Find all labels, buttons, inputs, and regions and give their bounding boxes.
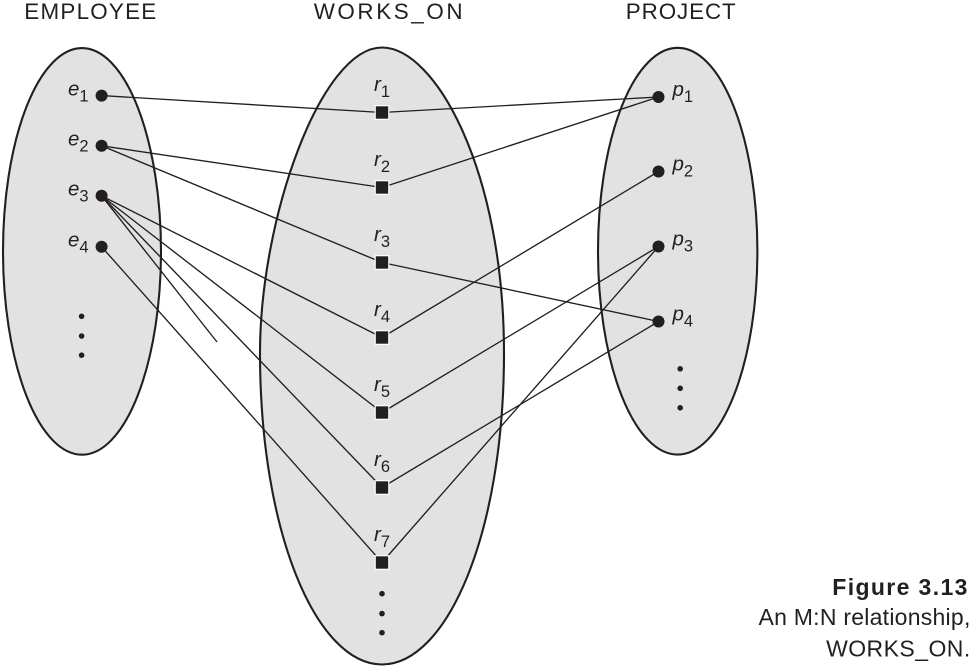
svg-text:WORKS_ON: WORKS_ON: [314, 0, 465, 24]
svg-text:WORKS_ON.: WORKS_ON.: [826, 635, 971, 661]
svg-text:EMPLOYEE: EMPLOYEE: [24, 0, 157, 24]
svg-text:PROJECT: PROJECT: [626, 0, 737, 24]
svg-text:Figure 3.13: Figure 3.13: [832, 574, 969, 600]
svg-text:An M:N relationship,: An M:N relationship,: [759, 604, 971, 630]
